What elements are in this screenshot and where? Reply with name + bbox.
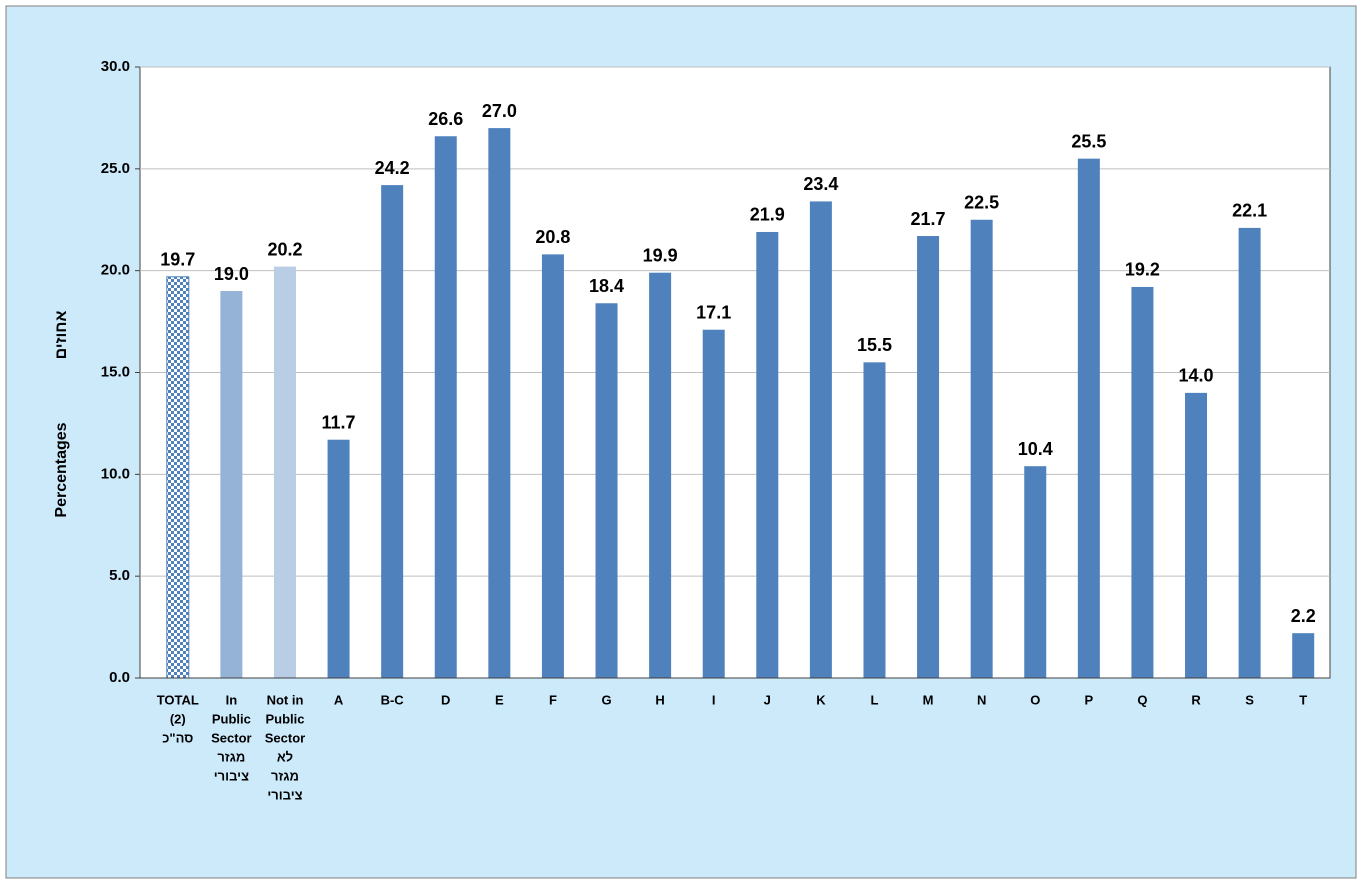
x-tick-label: T xyxy=(1299,692,1307,707)
value-label: 23.4 xyxy=(803,174,838,194)
x-tick-label: B-C xyxy=(381,692,405,707)
value-label: 15.5 xyxy=(857,335,892,355)
y-tick-label: 5.0 xyxy=(109,567,130,584)
x-tick-label: F xyxy=(549,692,557,707)
bar xyxy=(434,136,457,678)
value-label: 21.9 xyxy=(750,205,785,225)
bar xyxy=(863,362,886,678)
bar xyxy=(541,254,564,678)
x-tick-label: (2) xyxy=(170,711,186,726)
y-tick-label: 15.0 xyxy=(101,363,130,380)
bar xyxy=(327,439,350,678)
value-label: 19.7 xyxy=(160,250,195,270)
bar xyxy=(220,291,243,678)
bar xyxy=(1238,227,1261,678)
x-tick-label: I xyxy=(712,692,716,707)
y-tick-label: 25.0 xyxy=(101,160,130,177)
bar xyxy=(595,303,618,678)
value-label: 20.8 xyxy=(535,227,570,247)
x-tick-label: R xyxy=(1191,692,1201,707)
y-tick-label: 20.0 xyxy=(101,262,130,279)
value-label: 2.2 xyxy=(1291,606,1316,626)
y-axis-label-he: אחוזים xyxy=(53,311,70,360)
bar xyxy=(809,201,832,679)
x-tick-label: O xyxy=(1030,692,1040,707)
x-tick-label: לא xyxy=(277,749,293,764)
y-tick-label: 30.0 xyxy=(101,58,130,75)
bar xyxy=(756,231,779,678)
x-tick-label: TOTAL xyxy=(157,692,199,707)
value-label: 19.2 xyxy=(1125,260,1160,280)
x-tick-label: Not in xyxy=(267,692,304,707)
x-tick-label: מגזר xyxy=(217,749,245,764)
value-label: 10.4 xyxy=(1018,439,1053,459)
value-label: 25.5 xyxy=(1071,131,1106,151)
x-tick-label: Public xyxy=(265,711,304,726)
x-tick-label: ציבורי xyxy=(214,768,249,783)
x-tick-label: M xyxy=(923,692,934,707)
bar xyxy=(273,266,296,678)
x-tick-label: Sector xyxy=(265,730,305,745)
value-label: 24.2 xyxy=(375,158,410,178)
x-tick-label: Public xyxy=(212,711,251,726)
value-label: 22.1 xyxy=(1232,201,1267,221)
y-tick-label: 0.0 xyxy=(109,669,130,686)
bar xyxy=(381,185,404,679)
x-tick-label: N xyxy=(977,692,986,707)
bar xyxy=(1292,633,1315,678)
value-label: 19.0 xyxy=(214,264,249,284)
bar xyxy=(1077,158,1100,678)
value-label: 27.0 xyxy=(482,101,517,121)
bar xyxy=(970,219,993,678)
value-label: 17.1 xyxy=(696,302,731,322)
y-axis-label: Percentages xyxy=(53,422,70,517)
x-tick-label: H xyxy=(655,692,664,707)
x-tick-label: Sector xyxy=(211,730,251,745)
bar xyxy=(702,329,725,678)
value-label: 18.4 xyxy=(589,276,624,296)
value-label: 14.0 xyxy=(1178,366,1213,386)
x-tick-label: סה"כ xyxy=(162,730,193,745)
x-tick-label: L xyxy=(871,692,879,707)
x-tick-label: מגזר xyxy=(271,768,299,783)
bar xyxy=(917,236,940,678)
value-label: 21.7 xyxy=(911,209,946,229)
x-tick-label: E xyxy=(495,692,504,707)
bar xyxy=(166,276,190,679)
value-label: 22.5 xyxy=(964,193,999,213)
x-tick-label: A xyxy=(334,692,344,707)
y-tick-label: 10.0 xyxy=(101,465,130,482)
x-tick-label: P xyxy=(1085,692,1094,707)
x-tick-label: G xyxy=(601,692,611,707)
bar xyxy=(1185,392,1208,678)
x-tick-label: In xyxy=(226,692,238,707)
value-label: 11.7 xyxy=(322,412,356,432)
x-tick-label: Q xyxy=(1137,692,1147,707)
x-tick-label: ציבורי xyxy=(267,787,302,802)
x-tick-label: D xyxy=(441,692,450,707)
x-tick-label: K xyxy=(816,692,826,707)
x-tick-label: S xyxy=(1245,692,1254,707)
value-label: 26.6 xyxy=(428,109,463,129)
value-label: 19.9 xyxy=(643,245,678,265)
bar xyxy=(1024,466,1047,678)
bar xyxy=(488,128,511,679)
bar xyxy=(1131,286,1154,678)
x-tick-label: J xyxy=(764,692,771,707)
bar xyxy=(649,272,672,678)
value-label: 20.2 xyxy=(267,239,302,259)
